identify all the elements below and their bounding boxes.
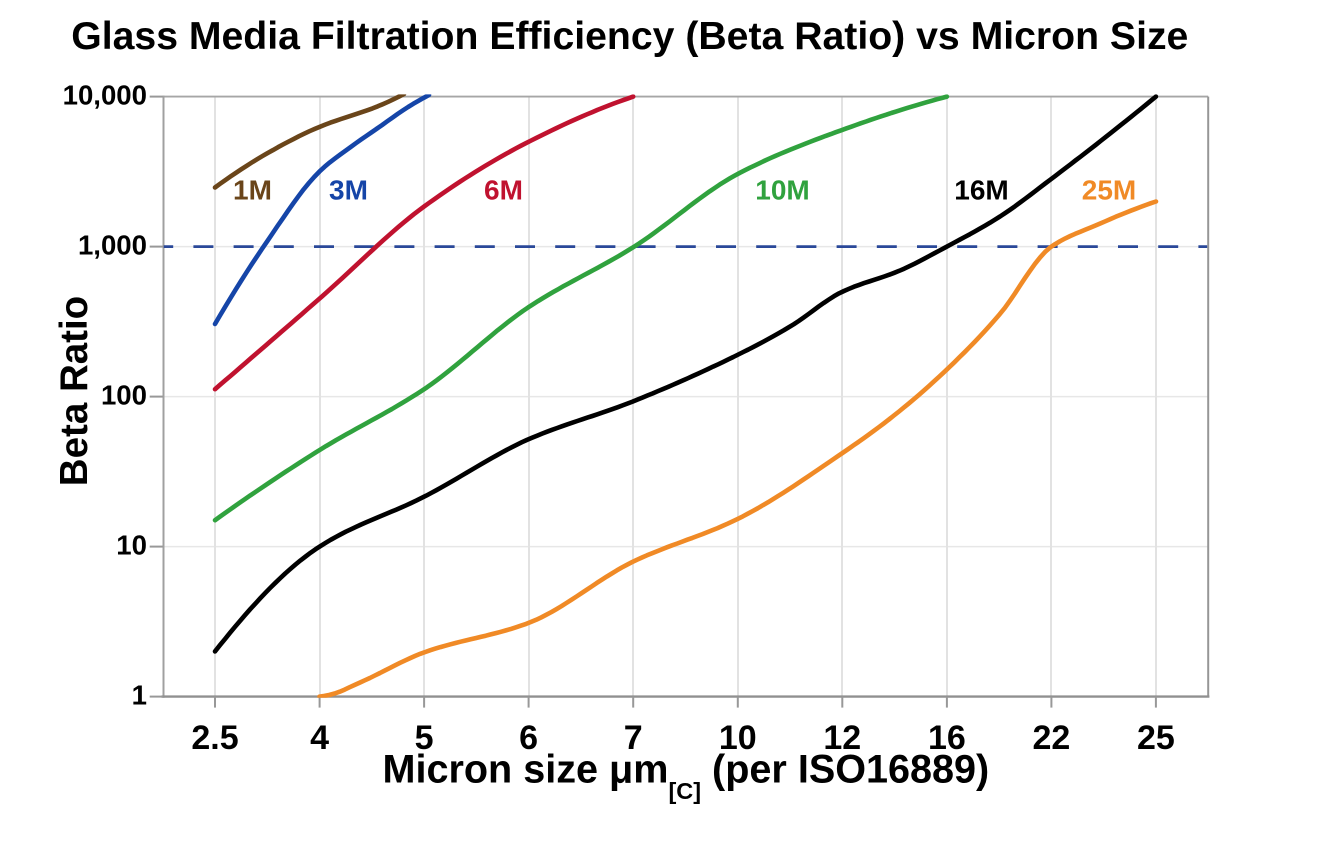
svg-text:12: 12 <box>823 719 861 757</box>
svg-text:10M: 10M <box>755 175 809 206</box>
svg-text:6: 6 <box>519 719 538 757</box>
svg-text:4: 4 <box>310 719 329 757</box>
svg-text:10: 10 <box>116 530 147 561</box>
svg-text:25M: 25M <box>1082 175 1136 206</box>
svg-text:10,000: 10,000 <box>63 80 147 111</box>
svg-text:10: 10 <box>719 719 757 757</box>
svg-text:5: 5 <box>415 719 434 757</box>
svg-text:16: 16 <box>928 719 966 757</box>
svg-text:2.5: 2.5 <box>191 719 238 757</box>
svg-text:3M: 3M <box>329 175 368 206</box>
svg-text:1,000: 1,000 <box>78 230 147 261</box>
svg-text:16M: 16M <box>954 175 1008 206</box>
svg-text:1: 1 <box>132 680 147 711</box>
svg-text:6M: 6M <box>484 175 523 206</box>
svg-text:100: 100 <box>101 380 147 411</box>
svg-text:22: 22 <box>1032 719 1070 757</box>
svg-text:1M: 1M <box>233 175 272 206</box>
svg-text:Glass Media Filtration Efficie: Glass Media Filtration Efficiency (Beta … <box>71 15 1188 58</box>
svg-text:Beta Ratio: Beta Ratio <box>53 296 96 486</box>
svg-text:7: 7 <box>624 719 643 757</box>
svg-text:25: 25 <box>1137 719 1175 757</box>
